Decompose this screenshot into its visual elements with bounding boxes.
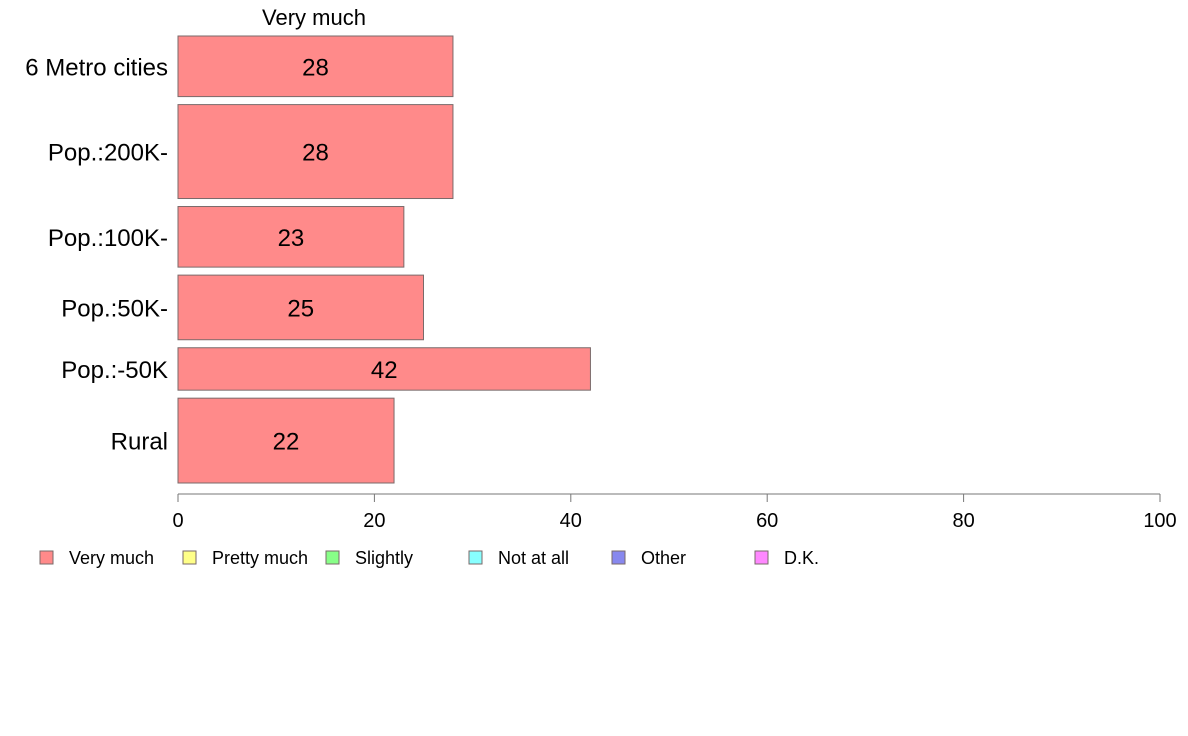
x-tick-label: 100 — [1143, 510, 1176, 532]
legend: Very much Pretty much Slightly Not at all Ot… — [39, 548, 819, 568]
legend-swatch-pretty-much — [182, 550, 197, 565]
bar-value-label: 22 — [273, 429, 300, 456]
x-tick-label: 40 — [560, 510, 582, 532]
x-tick-label: 20 — [363, 510, 385, 532]
bar-pop-100k-very-much — [177, 206, 405, 268]
bar-value-label: 25 — [287, 295, 314, 322]
bar-pop-50k-very-much — [177, 347, 591, 391]
legend-swatch-d-k — [754, 550, 769, 565]
bar-pop-200k-very-much — [177, 104, 454, 200]
legend-label-slightly: Slightly — [355, 548, 413, 568]
bar-value-label: 42 — [371, 357, 398, 384]
category-labels: 6 Metro cities Pop.:200K- Pop.:100K- Pop.:5… — [25, 54, 168, 455]
bar-value-label: 28 — [302, 140, 329, 167]
x-axis: 0 20 40 60 80 100 — [172, 493, 1177, 532]
category-label: Pop.:50K- — [61, 295, 168, 322]
bar-rural-very-much — [177, 397, 395, 484]
legend-swatch-slightly — [325, 550, 340, 565]
category-label: Rural — [111, 429, 168, 456]
bar-value-label: 23 — [278, 225, 305, 252]
bar-6-metro-cities-very-much — [177, 35, 454, 98]
legend-swatch-very-much — [39, 550, 54, 565]
legend-label-d-k: D.K. — [784, 548, 819, 568]
legend-label-pretty-much: Pretty much — [212, 548, 308, 568]
legend-label-not-at-all: Not at all — [498, 548, 569, 568]
bar-value-label: 28 — [302, 54, 329, 81]
chart-title: Very much — [262, 5, 366, 30]
legend-label-other: Other — [641, 548, 686, 568]
category-label: Pop.:200K- — [48, 140, 168, 167]
x-tick-label: 60 — [756, 510, 778, 532]
x-tick-label: 0 — [172, 510, 183, 532]
legend-swatch-other — [611, 550, 626, 565]
bar-pop-50k-very-much — [177, 274, 424, 341]
category-label: 6 Metro cities — [25, 54, 168, 81]
category-label: Pop.:-50K — [61, 357, 168, 384]
legend-label-very-much: Very much — [69, 548, 154, 568]
category-label: Pop.:100K- — [48, 225, 168, 252]
bars-group: 28 28 23 25 42 22 — [177, 35, 591, 484]
legend-swatch-not-at-all — [468, 550, 483, 565]
x-tick-label: 80 — [952, 510, 974, 532]
